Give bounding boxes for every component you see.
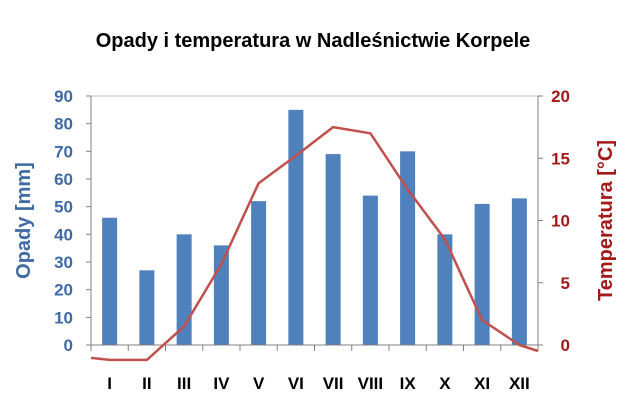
y-left-tick-label: 80 (54, 115, 73, 134)
bar-VII (325, 154, 341, 345)
y-left-tick-label: 10 (54, 308, 73, 327)
y-left-tick-label: 40 (54, 225, 73, 244)
y-right-tick-label: 0 (561, 336, 570, 355)
x-tick-label: X (439, 374, 451, 393)
x-tick-label: VIII (358, 374, 384, 393)
x-tick-label: IV (213, 374, 230, 393)
bar-IX (400, 151, 416, 345)
bar-series (102, 109, 527, 345)
x-tick-label: XII (509, 374, 530, 393)
bar-V (251, 201, 267, 345)
temperature-series (90, 125, 539, 362)
bar-II (139, 270, 155, 345)
bar-III (176, 234, 192, 345)
bar-VIII (362, 195, 378, 345)
bar-VI (288, 109, 304, 345)
plot-area (90, 95, 539, 346)
x-tick-label: III (177, 374, 191, 393)
chart-title: Opady i temperatura w Nadleśnictwie Korp… (96, 30, 531, 52)
x-tick-label: VII (323, 374, 344, 393)
axes (86, 95, 543, 351)
y-right-tick-label: 5 (561, 274, 570, 293)
x-tick-label: V (253, 374, 265, 393)
y-axis-left-label: Opady [mm] (13, 162, 35, 279)
bar-I (102, 217, 118, 345)
y-left-tick-label: 60 (54, 170, 73, 189)
bar-XII (511, 198, 527, 345)
y-left-tick-label: 90 (54, 87, 73, 106)
temperature-line (90, 125, 539, 362)
y-left-tick-label: 50 (54, 198, 73, 217)
y-left-tick-label: 20 (54, 281, 73, 300)
y-left-tick-label: 0 (64, 336, 73, 355)
bar-IV (213, 245, 229, 345)
y-right-tick-label: 10 (551, 212, 570, 231)
y-axis-right-label: Temperatura [°C] (595, 140, 617, 301)
bar-X (437, 234, 453, 345)
y-right-tick-label: 15 (551, 149, 570, 168)
x-tick-label: XI (474, 374, 490, 393)
x-tick-label: IX (400, 374, 417, 393)
x-tick-label: VI (288, 374, 304, 393)
y-left-tick-label: 70 (54, 142, 73, 161)
y-left-tick-label: 30 (54, 253, 73, 272)
x-tick-label: II (142, 374, 151, 393)
y-right-tick-label: 20 (551, 87, 570, 106)
x-tick-label: I (107, 374, 112, 393)
